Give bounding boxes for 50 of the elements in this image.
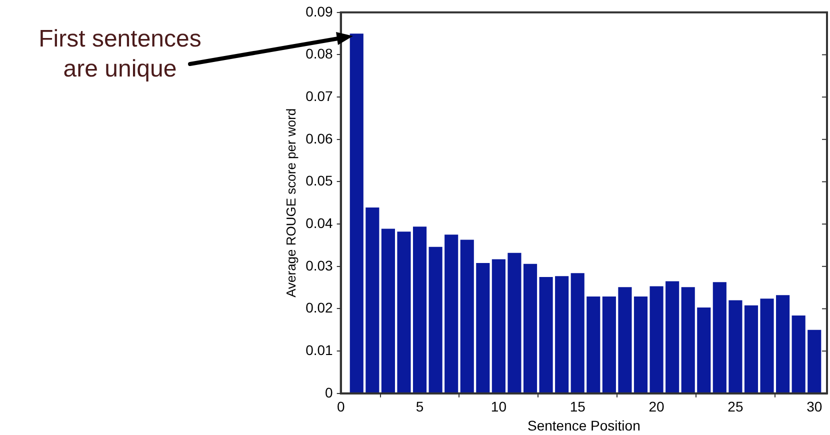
y-tick-label: 0.06 [306, 130, 334, 146]
bar [460, 240, 474, 393]
y-tick-label: 0.02 [306, 300, 334, 316]
bar [776, 295, 790, 393]
bar [697, 307, 711, 393]
y-tick-label: 0 [325, 384, 334, 400]
bar [428, 246, 442, 393]
bar [492, 259, 506, 393]
bar [712, 282, 726, 393]
bar [397, 232, 411, 393]
bar [602, 296, 616, 393]
x-tick-label: 20 [648, 398, 665, 415]
bar [728, 300, 742, 393]
y-tick-label: 0.08 [306, 46, 334, 62]
text: First sentences are unique [38, 26, 202, 83]
x-axis-title: Sentence Position [527, 417, 640, 434]
bar [586, 296, 600, 393]
bar [539, 276, 553, 393]
bar [570, 273, 584, 393]
bar [618, 287, 632, 393]
x-tick-label: 15 [570, 398, 586, 415]
y-tick-label: 0.05 [306, 172, 334, 189]
bar [792, 316, 806, 393]
x-tick-label: 0 [336, 398, 345, 415]
bar [412, 226, 427, 393]
bar [476, 263, 490, 393]
bar [555, 276, 569, 393]
y-tick-label: 0.01 [306, 342, 334, 358]
bar [634, 296, 648, 393]
y-tick-label: 0.03 [306, 257, 334, 274]
x-tick-label: 30 [806, 398, 822, 415]
y-tick-label: 0.09 [306, 3, 334, 20]
bar [508, 252, 522, 393]
bar [350, 34, 364, 393]
bar [381, 228, 395, 393]
bar [523, 264, 538, 393]
bar [366, 208, 380, 393]
bar [744, 305, 758, 393]
y-tick-label: 0.04 [306, 214, 334, 231]
x-tick-label: 5 [416, 398, 424, 415]
bar [808, 330, 822, 393]
bar [444, 234, 458, 393]
y-axis-title: Average ROUGE score per word [283, 108, 298, 298]
x-tick-label: 25 [728, 398, 744, 415]
bar [666, 281, 680, 393]
bar [650, 286, 664, 393]
y-tick-label: 0.07 [306, 88, 334, 104]
bar [760, 298, 774, 393]
bar [681, 287, 695, 393]
x-tick-label: 10 [490, 398, 507, 415]
